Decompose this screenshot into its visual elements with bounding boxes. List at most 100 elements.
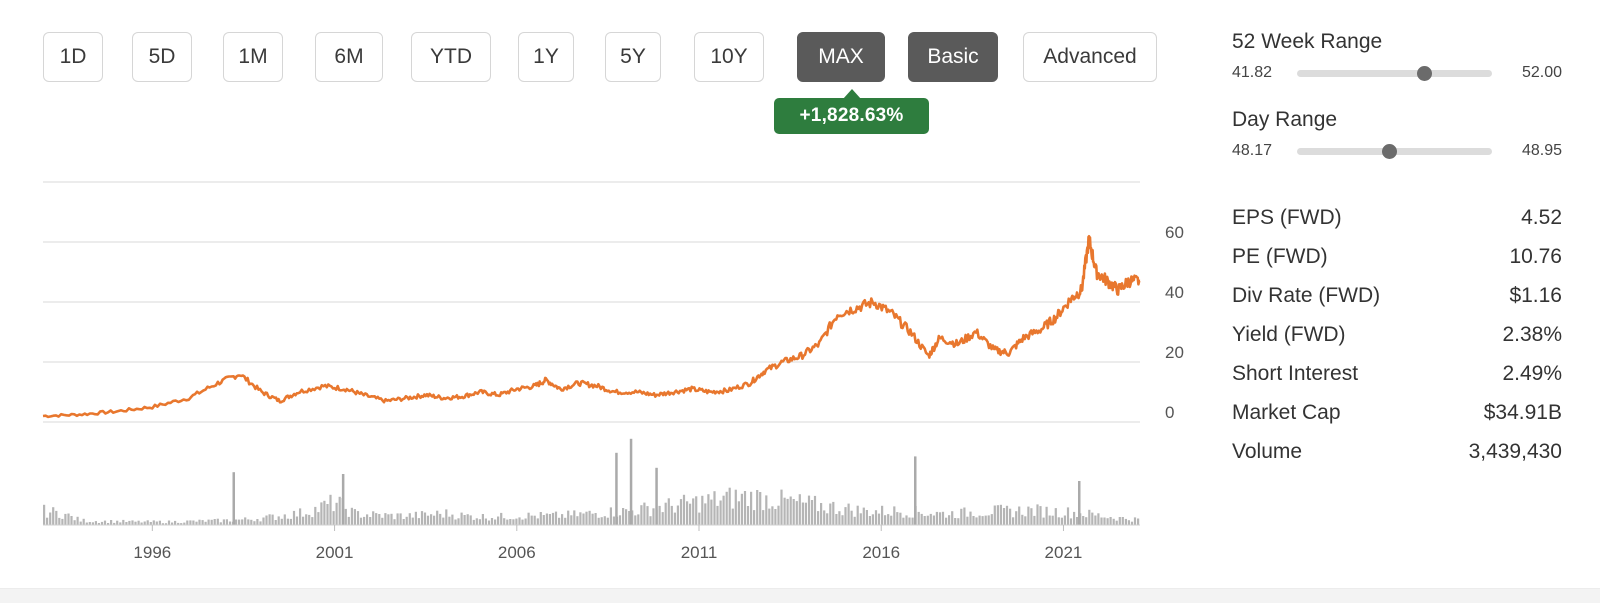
volume-bar	[679, 499, 683, 525]
volume-bar	[871, 514, 874, 525]
volume-bar	[481, 514, 484, 525]
volume-bar	[378, 514, 381, 525]
volume-bar	[1024, 516, 1027, 525]
volume-bar	[765, 495, 768, 525]
range-button-1d[interactable]: 1D	[43, 32, 103, 82]
volume-bar	[686, 501, 689, 525]
volume-bar	[567, 510, 570, 525]
volume-bar	[628, 511, 631, 525]
range-button-1y[interactable]: 1Y	[518, 32, 574, 82]
range-button-max[interactable]: MAX	[797, 32, 885, 82]
volume-bar	[838, 511, 841, 525]
stat-row: PE (FWD) 10.76	[1232, 237, 1562, 276]
volume-bar	[490, 518, 494, 525]
range-button-5y[interactable]: 5Y	[605, 32, 661, 82]
volume-bar	[356, 511, 360, 525]
volume-bar	[975, 517, 978, 525]
view-button-advanced[interactable]: Advanced	[1023, 32, 1157, 82]
volume-bar	[551, 512, 555, 525]
stat-label: Volume	[1232, 439, 1303, 463]
range-button-ytd[interactable]: YTD	[411, 32, 491, 82]
volume-bar	[308, 514, 311, 525]
x-tick-label: 2006	[498, 543, 536, 562]
week52-range-marker	[1416, 66, 1432, 81]
volume-bar	[195, 521, 198, 525]
volume-bar	[399, 513, 402, 525]
volume-bar	[515, 518, 518, 525]
volume-bar	[826, 513, 829, 525]
range-button-5d[interactable]: 5D	[132, 32, 192, 82]
range-button-1m[interactable]: 1M	[223, 32, 283, 82]
y-tick-label: 40	[1165, 283, 1184, 302]
volume-bar	[987, 515, 990, 525]
volume-bar	[807, 495, 811, 525]
volume-bar	[94, 521, 97, 525]
volume-bar	[762, 510, 765, 525]
stats-panel: 52 Week Range 41.82 52.00 Day Range 48.1…	[1232, 30, 1562, 471]
volume-bar	[463, 515, 466, 525]
volume-bar	[862, 507, 865, 525]
volume-bar	[1124, 518, 1127, 525]
volume-bar	[347, 516, 350, 525]
volume-bar	[637, 514, 640, 525]
volume-bar	[963, 507, 966, 525]
volume-bar	[140, 522, 143, 525]
volume-bar	[484, 518, 487, 525]
volume-bar	[682, 494, 686, 525]
volume-bar	[113, 522, 116, 525]
volume-bar	[52, 507, 55, 525]
day-range-low: 48.17	[1232, 142, 1273, 159]
range-button-10y[interactable]: 10Y	[694, 32, 764, 82]
volume-bar	[451, 514, 454, 525]
volume-bar	[439, 513, 442, 525]
volume-bar	[1073, 511, 1076, 525]
volume-bar	[813, 495, 817, 525]
volume-bar	[167, 520, 171, 525]
volume-bar	[158, 520, 161, 525]
volume-bar	[558, 517, 561, 525]
volume-bar	[996, 505, 999, 525]
volume-bar	[238, 519, 241, 525]
volume-bar	[289, 518, 292, 525]
volume-bar	[948, 515, 951, 525]
volume-bar	[527, 512, 530, 525]
volume-bar	[497, 516, 500, 525]
volume-bar	[372, 511, 375, 525]
volume-bar	[640, 505, 643, 525]
volume-bar	[344, 508, 347, 525]
volume-bar	[286, 518, 289, 525]
stat-label: Market Cap	[1232, 400, 1341, 424]
volume-bar	[192, 520, 195, 525]
volume-bar	[460, 512, 463, 525]
range-button-6m[interactable]: 6M	[315, 32, 383, 82]
volume-bar	[643, 502, 646, 525]
volume-bar	[890, 515, 893, 525]
volume-bar	[905, 515, 908, 525]
stat-row: Div Rate (FWD) $1.16	[1232, 276, 1562, 315]
week52-range-track	[1297, 66, 1492, 81]
volume-bar	[978, 515, 981, 525]
stat-row: Market Cap $34.91B	[1232, 393, 1562, 432]
volume-bar	[70, 516, 73, 525]
volume-bar	[387, 514, 390, 525]
volume-bar	[1060, 517, 1063, 525]
x-tick-label: 2011	[681, 543, 718, 562]
volume-bar	[746, 506, 750, 525]
volume-bar	[487, 520, 491, 525]
volume-bar	[1091, 512, 1094, 525]
volume-bar	[1048, 515, 1051, 525]
volume-bar	[536, 518, 539, 525]
volume-bar	[841, 515, 844, 525]
volume-bar	[49, 512, 52, 525]
view-button-basic[interactable]: Basic	[908, 32, 998, 82]
volume-bar	[420, 511, 424, 525]
volume-bar	[475, 518, 478, 525]
volume-bar	[582, 513, 585, 525]
volume-bar	[445, 509, 448, 525]
volume-bar	[740, 493, 743, 525]
volume-bar	[305, 514, 308, 525]
volume-bar	[1118, 517, 1121, 525]
volume-bar	[414, 511, 417, 525]
volume-bar	[1082, 516, 1085, 525]
volume-bar	[283, 514, 286, 525]
